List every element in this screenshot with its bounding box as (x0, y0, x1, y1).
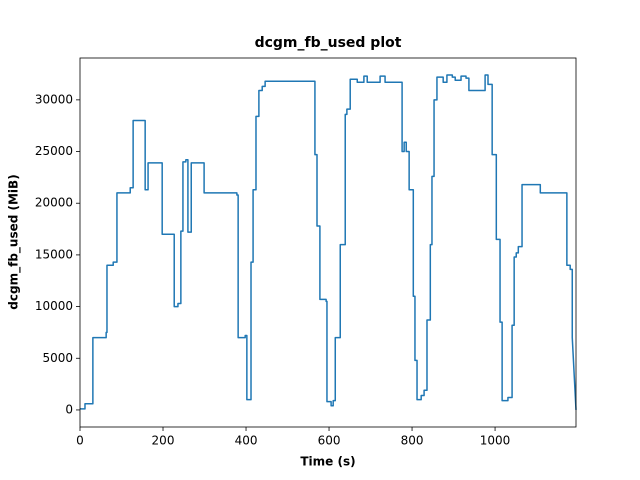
y-tick-label: 5000 (42, 351, 73, 365)
y-tick-label: 15000 (35, 247, 73, 261)
x-tick-label: 0 (76, 434, 84, 448)
plot-frame (79, 57, 577, 428)
x-tick-label: 400 (235, 434, 258, 448)
y-tick-label: 20000 (35, 196, 73, 210)
y-tick-label: 0 (65, 402, 73, 416)
x-tick-label: 600 (318, 434, 341, 448)
y-axis-label: dcgm_fb_used (MiB) (7, 174, 22, 309)
x-axis-label: Time (s) (300, 455, 355, 469)
y-tick-label: 10000 (35, 299, 73, 313)
y-tick-label: 30000 (35, 92, 73, 106)
x-tick-label: 800 (401, 434, 424, 448)
x-tick-label: 1000 (480, 434, 511, 448)
data-line (80, 74, 577, 410)
chart-title: dcgm_fb_used plot (255, 35, 402, 51)
y-tick-label: 25000 (35, 144, 73, 158)
x-tick-label: 200 (152, 434, 175, 448)
